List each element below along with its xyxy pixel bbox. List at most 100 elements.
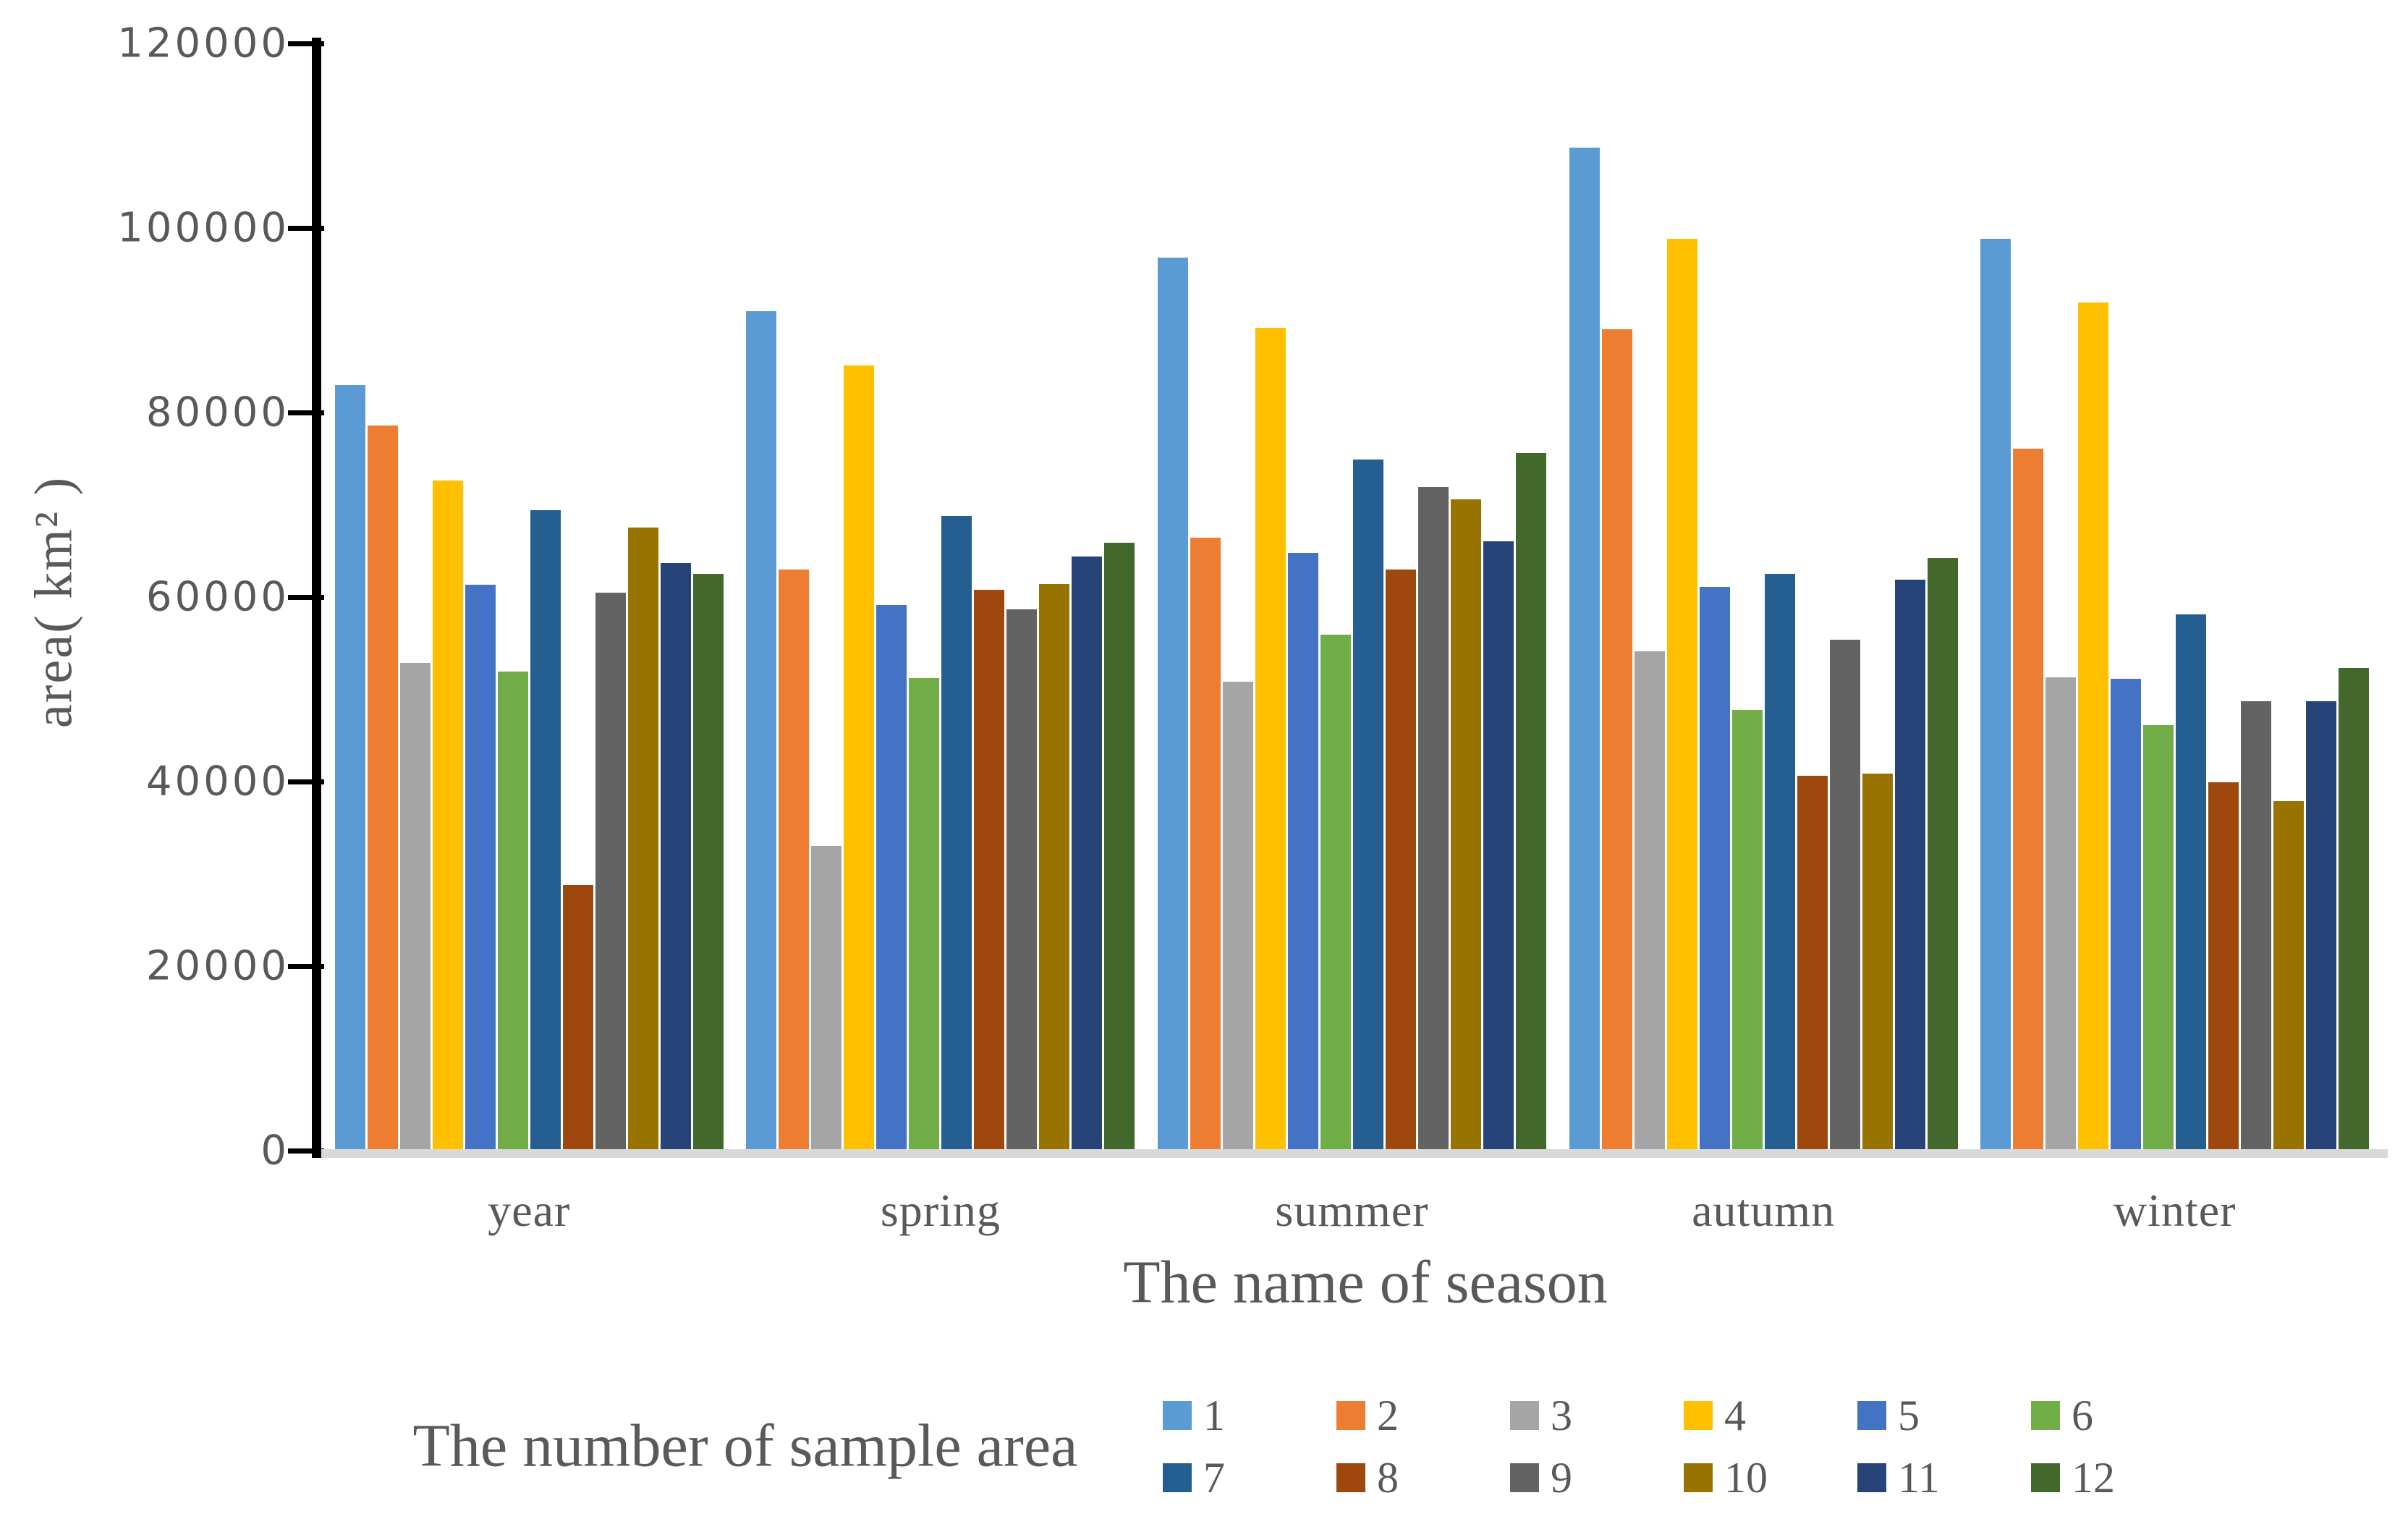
bar-summer-sample-7: [1352, 460, 1383, 1151]
bar-autumn-sample-6: [1731, 710, 1763, 1151]
legend-item-11: 11: [1857, 1456, 1940, 1499]
legend-item-5: 5: [1857, 1394, 1920, 1437]
legend-label-3: 3: [1551, 1392, 1572, 1439]
bar-spring-sample-7: [941, 516, 972, 1151]
legend-swatch-12: [2031, 1463, 2060, 1492]
bar-winter-sample-11: [2306, 701, 2337, 1151]
bar-spring-sample-1: [746, 311, 777, 1151]
bar-autumn-sample-3: [1634, 651, 1665, 1151]
y-tick-mark: [288, 410, 324, 415]
bar-summer-sample-2: [1190, 538, 1221, 1151]
bar-autumn-sample-7: [1764, 574, 1795, 1151]
bar-summer-sample-3: [1222, 682, 1253, 1151]
bar-spring-sample-8: [974, 590, 1005, 1151]
bar-autumn-sample-8: [1797, 776, 1828, 1151]
legend-swatch-1: [1163, 1401, 1192, 1430]
legend-label-7: 7: [1203, 1454, 1225, 1502]
x-category-label-year: year: [488, 1185, 571, 1236]
bar-spring-sample-10: [1039, 584, 1070, 1151]
bar-spring-sample-6: [909, 678, 940, 1151]
bar-year-sample-7: [530, 510, 561, 1151]
legend-label-11: 11: [1898, 1454, 1940, 1502]
legend-swatch-8: [1336, 1463, 1365, 1492]
bar-year-sample-3: [399, 663, 431, 1151]
bar-autumn-sample-9: [1829, 640, 1860, 1151]
bar-year-sample-2: [367, 426, 398, 1151]
bar-spring-sample-11: [1072, 556, 1103, 1151]
plot-area: [323, 43, 2381, 1151]
legend-label-1: 1: [1203, 1392, 1225, 1439]
bar-winter-sample-4: [2078, 302, 2109, 1151]
bar-winter-sample-10: [2273, 801, 2305, 1151]
y-axis-line: [312, 38, 321, 1158]
bar-summer-sample-5: [1287, 553, 1318, 1151]
x-category-label-spring: spring: [880, 1185, 1001, 1236]
y-tick-label: 20000: [145, 942, 289, 990]
y-tick-label: 80000: [145, 389, 289, 436]
bar-winter-sample-8: [2208, 782, 2239, 1151]
legend-swatch-6: [2031, 1401, 2060, 1430]
bar-summer-sample-12: [1515, 453, 1546, 1151]
x-category-label-winter: winter: [2113, 1185, 2237, 1236]
legend-item-1: 1: [1163, 1394, 1225, 1437]
bar-autumn-sample-2: [1601, 329, 1632, 1151]
legend-label-2: 2: [1377, 1392, 1399, 1439]
legend-swatch-4: [1684, 1401, 1713, 1430]
legend-label-12: 12: [2072, 1454, 2115, 1502]
y-tick-mark: [288, 964, 324, 969]
bar-winter-sample-5: [2111, 679, 2142, 1151]
legend-item-3: 3: [1510, 1394, 1572, 1437]
bar-year-sample-11: [660, 563, 691, 1151]
bar-summer-sample-1: [1157, 258, 1188, 1151]
legend-item-12: 12: [2031, 1456, 2115, 1499]
legend-item-4: 4: [1684, 1394, 1746, 1437]
bar-winter-sample-2: [2013, 449, 2044, 1151]
bar-spring-sample-3: [811, 846, 842, 1151]
legend-swatch-7: [1163, 1463, 1192, 1492]
bar-year-sample-12: [692, 574, 724, 1151]
legend-item-7: 7: [1163, 1456, 1225, 1499]
legend-swatch-10: [1684, 1463, 1713, 1492]
legend-item-10: 10: [1684, 1456, 1768, 1499]
bar-year-sample-1: [334, 385, 365, 1151]
legend-item-8: 8: [1336, 1456, 1399, 1499]
bar-group-winter: [1969, 43, 2381, 1151]
bar-winter-sample-6: [2143, 725, 2174, 1151]
bar-autumn-sample-1: [1569, 148, 1600, 1151]
bar-winter-sample-7: [2176, 614, 2207, 1151]
bar-autumn-sample-11: [1894, 580, 1925, 1151]
bar-year-sample-10: [627, 528, 658, 1151]
bar-summer-sample-8: [1385, 570, 1416, 1151]
legend-label-10: 10: [1724, 1454, 1768, 1502]
bar-spring-sample-9: [1006, 609, 1038, 1151]
bar-autumn-sample-10: [1862, 774, 1893, 1151]
legend-swatch-11: [1857, 1463, 1886, 1492]
legend-item-6: 6: [2031, 1394, 2093, 1437]
y-tick-label: 60000: [145, 573, 289, 621]
legend-item-2: 2: [1336, 1394, 1399, 1437]
y-tick-mark: [288, 595, 324, 600]
y-axis-title: area( km² ): [24, 475, 84, 729]
legend: 1 2 3 4 5 6 7 8 9 10 11 12: [1163, 1394, 2248, 1517]
legend-label-9: 9: [1551, 1454, 1572, 1502]
bar-summer-sample-11: [1483, 541, 1514, 1151]
x-category-label-summer: summer: [1275, 1185, 1429, 1236]
bar-autumn-sample-4: [1666, 239, 1697, 1151]
legend-label-5: 5: [1898, 1392, 1920, 1439]
legend-label-4: 4: [1724, 1392, 1746, 1439]
legend-label-6: 6: [2072, 1392, 2093, 1439]
y-tick-label: 120000: [117, 20, 289, 67]
y-tick-label: 0: [260, 1127, 289, 1175]
legend-label-8: 8: [1377, 1454, 1399, 1502]
legend-swatch-2: [1336, 1401, 1365, 1430]
x-category-label-autumn: autumn: [1692, 1185, 1836, 1236]
bar-group-spring: [735, 43, 1147, 1151]
legend-swatch-9: [1510, 1463, 1539, 1492]
legend-swatch-5: [1857, 1401, 1886, 1430]
bar-summer-sample-10: [1450, 499, 1481, 1151]
x-axis-category-labels: year spring summer autumn winter: [323, 1184, 2381, 1237]
bar-spring-sample-5: [876, 605, 907, 1151]
bar-summer-sample-6: [1320, 635, 1351, 1151]
bar-autumn-sample-12: [1927, 558, 1958, 1151]
bar-spring-sample-12: [1104, 543, 1135, 1151]
